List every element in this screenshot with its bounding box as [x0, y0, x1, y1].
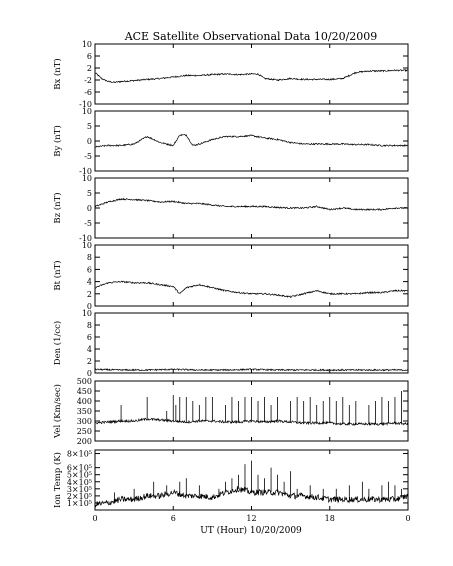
y-tick-label: 8 [87, 253, 92, 262]
y-tick-label: 2 [87, 290, 92, 299]
y-tick-label: 400 [77, 397, 92, 406]
panel-frame [94, 312, 409, 374]
y-tick-label: -5 [84, 219, 92, 228]
x-axis-label: UT (Hour) 10/20/2009 [200, 525, 302, 536]
y-tick-label: 10 [82, 107, 92, 116]
y-tick-label: 2 [87, 64, 92, 73]
y-axis-label: By (nT) [52, 125, 63, 157]
series-line [95, 68, 408, 84]
y-tick-label: 2 [87, 357, 92, 366]
y-tick-label: 2×10⁵ [67, 492, 92, 501]
panel-frame [94, 110, 409, 172]
panel-0: 10 6 2 -2 -6 -10 Bx (nT) [52, 40, 409, 109]
y-tick-label: 5 [87, 189, 92, 198]
panel-frame [94, 244, 409, 307]
y-tick-label: 8×10⁵ [67, 450, 92, 459]
y-tick-label: 250 [77, 427, 92, 436]
panel-frame [94, 43, 409, 105]
y-tick-label: 4 [87, 278, 92, 287]
y-tick-label: 0 [87, 369, 92, 378]
x-tick-label: 12 [246, 514, 256, 523]
y-axis-label: Bz (nT) [52, 192, 63, 223]
y-tick-label: 10 [82, 40, 92, 49]
series-line [95, 417, 408, 427]
y-tick-label: 6 [87, 52, 92, 61]
y-tick-label: 10 [82, 309, 92, 318]
panel-frame [94, 177, 409, 239]
series-line [95, 280, 408, 299]
x-tick-label: 0 [405, 514, 410, 523]
panel-4: 10 8 6 4 2 0 Den (1/cc) [52, 309, 409, 378]
panels: 10 6 2 -2 -6 -10 Bx (nT) 10 5 0 -5 -10 By (nT) 10 5 0 -5… [52, 40, 409, 511]
x-axis: 0 6 12 18 0 [92, 44, 411, 523]
y-axis-label: Vel (Km/sec) [52, 384, 63, 439]
y-tick-label: 500 [77, 377, 92, 386]
y-tick-label: 3×10⁵ [67, 485, 92, 494]
series-line [95, 133, 408, 148]
y-tick-label: 6×10⁵ [67, 464, 92, 473]
x-tick-label: 18 [325, 514, 335, 523]
y-axis-label: Bt (nT) [52, 260, 63, 290]
y-tick-label: -6 [84, 88, 92, 97]
y-tick-label: 8 [87, 321, 92, 330]
y-tick-label: 0 [87, 204, 92, 213]
y-tick-label: 10 [82, 241, 92, 250]
y-tick-label: 0 [87, 302, 92, 311]
x-tick-label: 0 [92, 514, 97, 523]
y-tick-label: -5 [84, 152, 92, 161]
y-tick-label: 5×10⁵ [67, 471, 92, 480]
series-line [95, 197, 408, 212]
y-tick-label: -10 [79, 167, 92, 176]
y-axis-label: Bx (nT) [52, 58, 63, 90]
panel-1: 10 5 0 -5 -10 By (nT) [52, 107, 409, 176]
y-tick-label: 6 [87, 333, 92, 342]
y-tick-label: 10 [82, 174, 92, 183]
y-tick-label: 450 [77, 387, 92, 396]
y-tick-label: 1×10⁵ [67, 499, 92, 508]
y-tick-label: 350 [77, 407, 92, 416]
y-tick-label: 0 [87, 137, 92, 146]
y-tick-label: 300 [77, 417, 92, 426]
chart-title: ACE Satellite Observational Data 10/20/2… [124, 30, 378, 43]
y-tick-label: 200 [77, 437, 92, 446]
y-tick-label: 4×10⁵ [67, 478, 92, 487]
y-tick-label: -10 [79, 100, 92, 109]
y-tick-label: 4 [87, 345, 92, 354]
x-tick-label: 6 [171, 514, 176, 523]
panel-2: 10 5 0 -5 -10 Bz (nT) [52, 174, 409, 243]
y-tick-label: 6 [87, 265, 92, 274]
y-tick-label: -10 [79, 234, 92, 243]
y-axis-label: Den (1/cc) [52, 321, 63, 365]
y-tick-label: -2 [84, 76, 92, 85]
y-tick-label: 5 [87, 122, 92, 131]
y-axis-label: Ion Temp (K) [52, 452, 63, 508]
panel-3: 10 8 6 4 2 0 Bt (nT) [52, 241, 409, 311]
